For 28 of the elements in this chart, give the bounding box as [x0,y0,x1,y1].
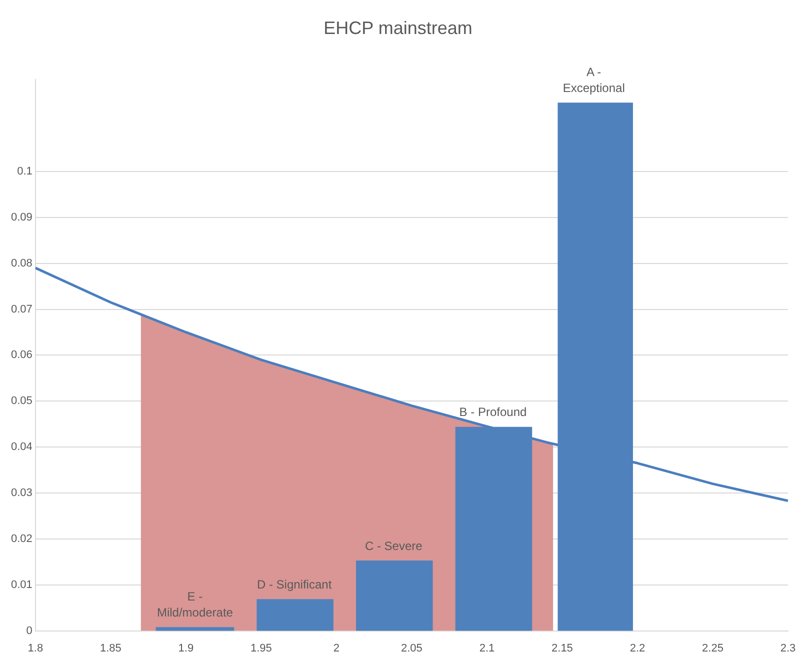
y-tick-label: 0.1 [17,166,32,178]
x-tick-label: 2.1 [479,642,495,654]
x-tick-label: 2.15 [552,642,573,654]
x-tick-label: 2 [333,642,340,654]
x-tick-label: 2.3 [780,642,796,654]
x-tick-label: 1.85 [100,642,122,654]
x-tick-label: 2.2 [630,642,646,654]
chart-title: EHCP mainstream [324,18,472,38]
y-tick-label: 0.05 [10,395,32,408]
y-tick-label: 0.06 [10,349,32,362]
y-tick-label: 0.04 [10,441,32,454]
annotation: E - Mild/moderate [156,589,234,620]
x-tick-label: 1.9 [178,642,194,654]
y-tick-label: 0.08 [10,257,32,270]
x-tick-label: 1.95 [250,642,272,654]
annotation: C - Severe [364,538,423,553]
annotation: D - Significant [256,577,332,592]
y-tick-label: 0 [26,624,32,637]
y-tick-label: 0.02 [10,532,32,545]
y-tick-label: 0.09 [10,211,32,224]
x-tick-label: 2.05 [400,642,422,654]
annotation: A - Exceptional [562,64,625,95]
x-tick-label: 2.25 [702,642,724,654]
y-tick-label: 0.07 [10,303,32,316]
annotation: B - Profound [459,405,527,420]
y-tick-label: 0.03 [10,487,32,500]
y-tick-label: 0.01 [10,578,32,591]
x-tick-label: 1.8 [28,642,44,654]
